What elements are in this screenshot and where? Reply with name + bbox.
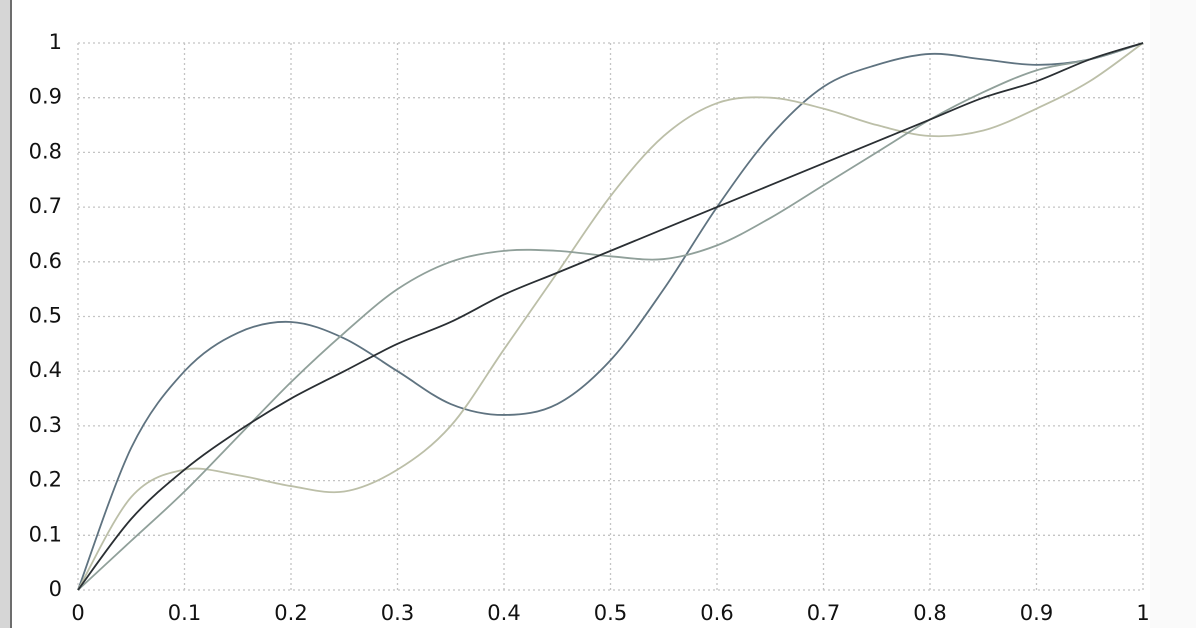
y-tick-label: 0.6	[29, 249, 62, 273]
x-tick-label: 0	[71, 601, 84, 625]
y-tick-label: 1	[49, 30, 62, 54]
line-series	[77, 42, 1144, 591]
window-margin	[1150, 0, 1196, 628]
x-tick-label: 0.4	[487, 601, 520, 625]
x-tick-label: 0.2	[274, 601, 307, 625]
x-tick-label: 1	[1136, 601, 1149, 625]
y-tick-label: 0.9	[29, 85, 62, 109]
y-tick-label: 0.1	[29, 522, 62, 546]
x-tick-label: 0.8	[913, 601, 946, 625]
x-tick-label: 0.7	[807, 601, 840, 625]
line-series	[77, 42, 1144, 591]
y-tick-label: 0.5	[29, 304, 62, 328]
y-tick-label: 0.8	[29, 139, 62, 163]
y-tick-label: 0.4	[29, 358, 62, 382]
x-tick-label: 0.6	[700, 601, 733, 625]
x-tick-label: 0.5	[594, 601, 627, 625]
line-series	[77, 42, 1144, 591]
x-tick-label: 0.1	[168, 601, 201, 625]
x-tick-label: 0.9	[1020, 601, 1053, 625]
y-tick-label: 0	[49, 577, 62, 601]
line-series	[77, 42, 1144, 591]
x-tick-label: 0.3	[381, 601, 414, 625]
y-tick-label: 0.7	[29, 194, 62, 218]
y-tick-label: 0.3	[29, 413, 62, 437]
y-tick-label: 0.2	[29, 468, 62, 492]
window-frame	[0, 0, 12, 628]
